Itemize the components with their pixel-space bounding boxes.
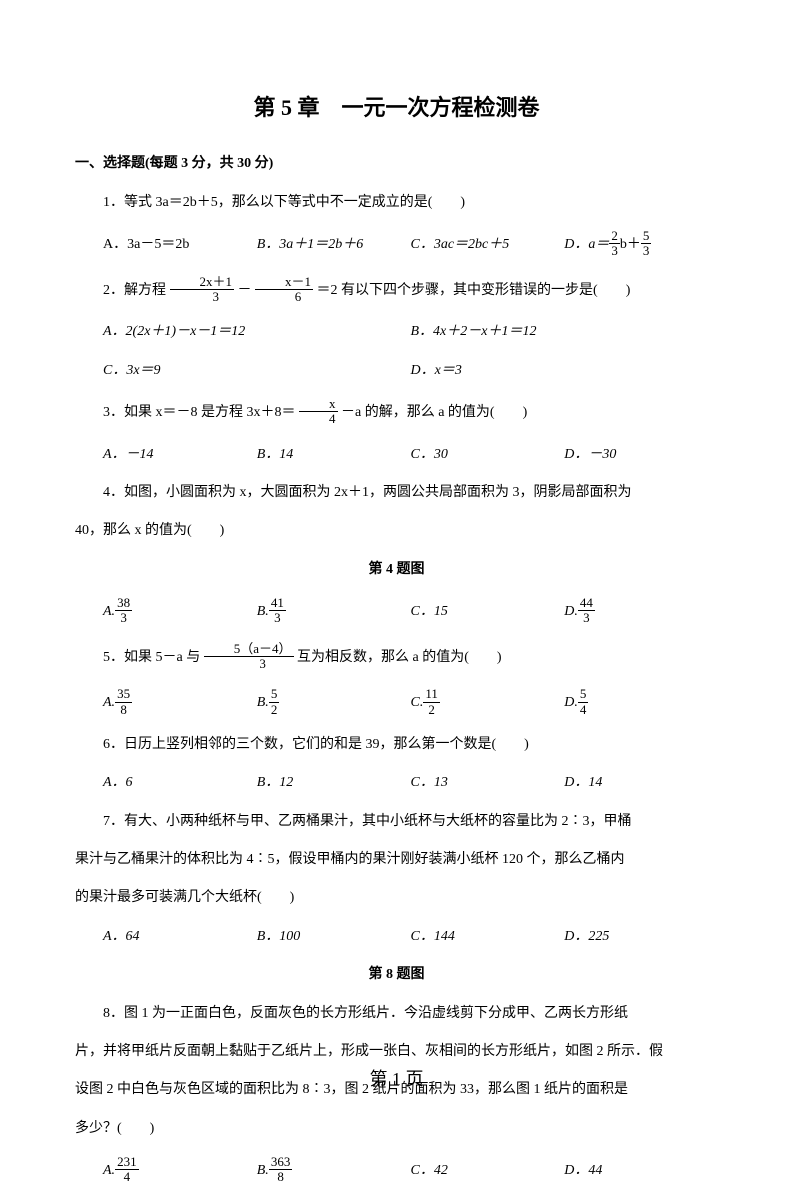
q4-options: A. 383 B. 413 C．15 D. 443 bbox=[75, 597, 718, 627]
q7-opt-c: C．144 bbox=[411, 926, 565, 948]
q8-opt-a: A. 2314 bbox=[103, 1156, 257, 1186]
q7-line3: 的果汁最多可装满几个大纸杯( ) bbox=[75, 887, 718, 909]
q3-text: 3．如果 x＝－8 是方程 3x＋8＝ x4 －a 的解，那么 a 的值为( ) bbox=[75, 398, 718, 428]
q3-opt-a: A．－14 bbox=[103, 444, 257, 466]
q7-opt-b: B．100 bbox=[257, 926, 411, 948]
q2-options-1: A．2(2x＋1)－x－1＝12 B．4x＋2－x＋1＝12 bbox=[75, 321, 718, 343]
q5-text: 5．如果 5－a 与 5（a－4）3 互为相反数，那么 a 的值为( ) bbox=[75, 643, 718, 673]
q1-text: 1．等式 3a＝2b＋5，那么以下等式中不一定成立的是( ) bbox=[75, 192, 718, 214]
q2-opt-d: D．x＝3 bbox=[411, 360, 719, 382]
q5-opt-c: C. 112 bbox=[411, 688, 565, 718]
q4-opt-c: C．15 bbox=[411, 597, 565, 627]
q3-opt-c: C．30 bbox=[411, 444, 565, 466]
q5-opt-d: D. 54 bbox=[564, 688, 718, 718]
q8-opt-b: B. 3638 bbox=[257, 1156, 411, 1186]
q2-opt-c: C．3x＝9 bbox=[103, 360, 411, 382]
q5-opt-b: B. 52 bbox=[257, 688, 411, 718]
q8-opt-c: C．42 bbox=[411, 1156, 565, 1186]
q5-opt-a: A. 358 bbox=[103, 688, 257, 718]
q8-line1: 8．图 1 为一正面白色，反面灰色的长方形纸片．今沿虚线剪下分成甲、乙两长方形纸 bbox=[75, 1003, 718, 1025]
q2-options-2: C．3x＝9 D．x＝3 bbox=[75, 360, 718, 382]
q4-line2: 40，那么 x 的值为( ) bbox=[75, 520, 718, 542]
q5-options: A. 358 B. 52 C. 112 D. 54 bbox=[75, 688, 718, 718]
q1-opt-c: C．3ac＝2bc＋5 bbox=[411, 230, 565, 260]
q8-caption: 第 8 题图 bbox=[75, 964, 718, 986]
q8-options: A. 2314 B. 3638 C．42 D．44 bbox=[75, 1156, 718, 1186]
q7-line1: 7．有大、小两种纸杯与甲、乙两桶果汁，其中小纸杯与大纸杯的容量比为 2∶3，甲桶 bbox=[75, 811, 718, 833]
q3-options: A．－14 B．14 C．30 D．－30 bbox=[75, 444, 718, 466]
q4-line1: 4．如图，小圆面积为 x，大圆面积为 2x＋1，两圆公共局部面积为 3，阴影局部… bbox=[75, 482, 718, 504]
q8-line2: 片，并将甲纸片反面朝上黏贴于乙纸片上，形成一张白、灰相间的长方形纸片，如图 2 … bbox=[75, 1041, 718, 1063]
page-footer: 第 1 页 bbox=[0, 1065, 793, 1094]
q4-opt-d: D. 443 bbox=[564, 597, 718, 627]
q7-opt-d: D．225 bbox=[564, 926, 718, 948]
q8-opt-d: D．44 bbox=[564, 1156, 718, 1186]
q3-opt-b: B．14 bbox=[257, 444, 411, 466]
q3-opt-d: D．－30 bbox=[564, 444, 718, 466]
page-title: 第 5 章 一元一次方程检测卷 bbox=[75, 90, 718, 125]
q7-line2: 果汁与乙桶果汁的体积比为 4∶5，假设甲桶内的果汁刚好装满小纸杯 120 个，那… bbox=[75, 849, 718, 871]
q2-opt-a: A．2(2x＋1)－x－1＝12 bbox=[103, 321, 411, 343]
q7-options: A．64 B．100 C．144 D．225 bbox=[75, 926, 718, 948]
q4-caption: 第 4 题图 bbox=[75, 559, 718, 581]
q6-options: A．6 B．12 C．13 D．14 bbox=[75, 772, 718, 794]
section-1-head: 一、选择题(每题 3 分，共 30 分) bbox=[75, 153, 718, 175]
q6-opt-b: B．12 bbox=[257, 772, 411, 794]
q1-options: A．3a－5＝2b B．3a＋1＝2b＋6 C．3ac＝2bc＋5 D．a＝ 2… bbox=[75, 230, 718, 260]
q1-opt-a: A．3a－5＝2b bbox=[103, 230, 257, 260]
q6-opt-c: C．13 bbox=[411, 772, 565, 794]
q6-text: 6．日历上竖列相邻的三个数，它们的和是 39，那么第一个数是( ) bbox=[75, 734, 718, 756]
q6-opt-a: A．6 bbox=[103, 772, 257, 794]
q2-opt-b: B．4x＋2－x＋1＝12 bbox=[411, 321, 719, 343]
q8-line4: 多少？( ) bbox=[75, 1118, 718, 1140]
q2-text: 2．解方程 2x＋13 － x－16 ＝2 有以下四个步骤，其中变形错误的一步是… bbox=[75, 276, 718, 306]
q4-opt-b: B. 413 bbox=[257, 597, 411, 627]
q7-opt-a: A．64 bbox=[103, 926, 257, 948]
q4-opt-a: A. 383 bbox=[103, 597, 257, 627]
q1-opt-d: D．a＝ 23 b＋ 53 bbox=[564, 230, 718, 260]
q6-opt-d: D．14 bbox=[564, 772, 718, 794]
q1-opt-b: B．3a＋1＝2b＋6 bbox=[257, 230, 411, 260]
